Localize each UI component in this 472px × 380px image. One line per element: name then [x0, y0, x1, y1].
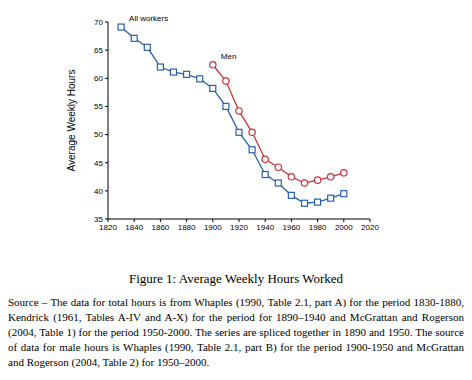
- svg-text:1980: 1980: [309, 223, 327, 232]
- svg-text:45: 45: [94, 159, 103, 168]
- svg-text:Average Weekly Hours: Average Weekly Hours: [66, 70, 77, 172]
- svg-text:55: 55: [94, 102, 103, 111]
- svg-text:2000: 2000: [335, 223, 353, 232]
- svg-text:Men: Men: [221, 52, 237, 61]
- svg-text:All workers: All workers: [129, 14, 168, 23]
- svg-text:60: 60: [94, 74, 103, 83]
- svg-text:1860: 1860: [152, 223, 170, 232]
- svg-text:1960: 1960: [283, 223, 301, 232]
- svg-text:35: 35: [94, 215, 103, 224]
- svg-text:70: 70: [94, 18, 103, 27]
- svg-text:1940: 1940: [256, 223, 274, 232]
- svg-text:1840: 1840: [125, 223, 143, 232]
- svg-text:1880: 1880: [178, 223, 196, 232]
- svg-text:50: 50: [94, 130, 103, 139]
- svg-text:1820: 1820: [99, 223, 117, 232]
- html-text:Source – The data for total ho: Source – The data for total hours is fro…: [8, 296, 464, 368]
- html-text:Figure 1: Average Weekly Hours: Figure 1: Average Weekly Hours Worked: [128, 271, 344, 286]
- svg-text:40: 40: [94, 187, 103, 196]
- svg-text:65: 65: [94, 46, 103, 55]
- svg-text:1920: 1920: [230, 223, 248, 232]
- svg-text:2020: 2020: [361, 223, 379, 232]
- svg-text:1900: 1900: [204, 223, 222, 232]
